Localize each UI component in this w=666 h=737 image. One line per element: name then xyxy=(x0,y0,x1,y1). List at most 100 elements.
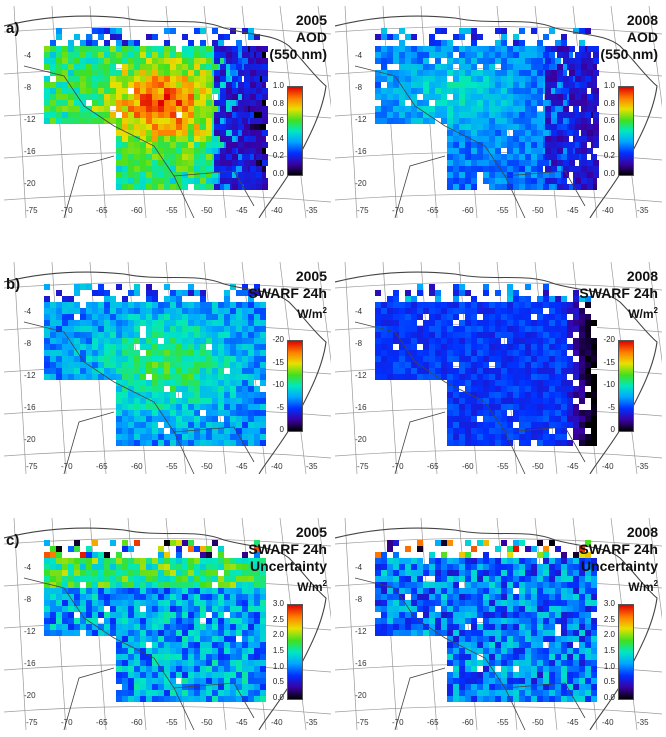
panel-title-line: 2005 xyxy=(269,12,327,29)
colorbar-tick-label: 1.0 xyxy=(603,661,615,671)
longitude-label: -70 xyxy=(61,462,73,471)
colorbar-tick-label: 2.0 xyxy=(272,630,284,640)
colorbar-tick-label: -20 xyxy=(272,335,284,344)
colorbar-tick-label: 2.5 xyxy=(603,614,615,624)
panel-title-text: 2005 xyxy=(295,524,327,540)
longitude-label: -35 xyxy=(637,718,649,727)
colorbar-tick-label: 0.6 xyxy=(272,116,284,126)
latitude-label: -4 xyxy=(355,563,363,572)
colorbar-tick-label: 1.0 xyxy=(272,81,284,90)
panel-title-text: W/m xyxy=(628,307,654,321)
panel-title-line: 2008 xyxy=(579,268,658,285)
colorbar-tick-label: 0.5 xyxy=(603,677,615,687)
map-canvas xyxy=(4,6,331,218)
latitude-label: -16 xyxy=(355,147,367,156)
longitude-label: -35 xyxy=(306,462,318,471)
colorbar-tick-label: -5 xyxy=(276,402,284,412)
colorbar-tick-label: 1.5 xyxy=(603,646,615,655)
colorbar-tick-label: 0.0 xyxy=(603,693,615,702)
longitude-label: -60 xyxy=(462,718,474,727)
colorbar-tick-label: -10 xyxy=(272,380,284,389)
map-panel-3-left: -75 -70 -65 -60 -55 -50 -45 -40 -35 -4 -8 -12 -16 -20… xyxy=(4,518,331,730)
panel-title-text: Uncertainty xyxy=(580,558,658,574)
longitude-label: -60 xyxy=(462,462,474,471)
longitude-label: -45 xyxy=(567,718,579,727)
panel-title-text: 2008 xyxy=(626,268,658,284)
colorbar xyxy=(287,340,303,432)
latitude-label: -4 xyxy=(355,51,363,60)
longitude-label: -60 xyxy=(131,462,143,471)
panel-title-text: (550 nm) xyxy=(600,46,658,62)
colorbar-tick-label: -20 xyxy=(603,335,615,344)
longitude-label: -70 xyxy=(61,206,73,215)
longitude-label: -55 xyxy=(166,206,178,215)
panel-title-line: Uncertainty xyxy=(579,558,658,575)
colorbar-tick-label: 2.0 xyxy=(603,630,615,640)
unit-superscript: 2 xyxy=(322,579,327,588)
panel-title-text: 2008 xyxy=(626,12,658,28)
map-canvas xyxy=(335,6,662,218)
latitude-label: -20 xyxy=(24,179,36,188)
latitude-label: -4 xyxy=(24,307,32,316)
panel-title-line: 2005 xyxy=(248,268,327,285)
longitude-label: -35 xyxy=(637,462,649,471)
longitude-label: -35 xyxy=(637,206,649,215)
colorbar-tick-label: 0.2 xyxy=(603,151,615,161)
panel-title-text: SWARF 24h xyxy=(579,285,658,301)
panel-title: 2005 AOD (550 nm) xyxy=(269,12,327,63)
map-panel-1-right: -75 -70 -65 -60 -55 -50 -45 -40 -35 -4 -8 -12 -16 -20… xyxy=(335,6,662,218)
latitude-label: -16 xyxy=(24,147,36,156)
longitude-label: -50 xyxy=(532,206,544,215)
latitude-label: -16 xyxy=(24,659,36,668)
panel-title-text: AOD xyxy=(626,29,658,45)
panel-title-line: SWARF 24h xyxy=(579,285,658,302)
country-borders xyxy=(23,321,255,474)
latitude-label: -20 xyxy=(24,435,36,444)
longitude-label: -75 xyxy=(26,718,38,727)
panel-title-text: SWARF 24h xyxy=(579,541,658,557)
panel-title-text: Uncertainty xyxy=(249,558,327,574)
panel-title-line: W/m2 xyxy=(248,575,327,596)
latitude-label: -12 xyxy=(24,371,36,380)
panel-title: 2008 AOD (550 nm) xyxy=(600,12,658,63)
latitude-label: -12 xyxy=(24,627,36,636)
longitude-label: -70 xyxy=(392,462,404,471)
panel-title: 2005 SWARF 24h W/m2 xyxy=(248,268,327,323)
latitude-label: -16 xyxy=(355,403,367,412)
longitude-label: -45 xyxy=(236,718,248,727)
panel-title-line: Uncertainty xyxy=(248,558,327,575)
longitude-label: -40 xyxy=(602,718,614,727)
data-cells xyxy=(375,540,597,702)
longitude-label: -50 xyxy=(532,462,544,471)
longitude-label: -40 xyxy=(271,462,283,471)
longitude-label: -60 xyxy=(131,718,143,727)
panel-title-line: W/m2 xyxy=(579,575,658,596)
colorbar-tick-label: 1.0 xyxy=(603,81,615,90)
longitude-label: -50 xyxy=(201,462,213,471)
latitude-label: -12 xyxy=(355,627,367,636)
panel-title-text: 2008 xyxy=(626,524,658,540)
longitude-label: -75 xyxy=(357,206,369,215)
panel-title-text: 2005 xyxy=(295,268,327,284)
latitude-label: -16 xyxy=(355,659,367,668)
latitude-label: -4 xyxy=(355,307,363,316)
unit-superscript: 2 xyxy=(322,306,327,315)
longitude-label: -70 xyxy=(61,718,73,727)
latitude-label: -20 xyxy=(355,435,367,444)
data-cells xyxy=(44,540,266,702)
latitude-label: -4 xyxy=(24,51,32,60)
colorbar-tick-label: 1.5 xyxy=(272,646,284,655)
latitude-label: -12 xyxy=(355,371,367,380)
longitude-label: -50 xyxy=(201,206,213,215)
latitude-label: -8 xyxy=(355,83,363,92)
map-panel-2-left: -75 -70 -65 -60 -55 -50 -45 -40 -35 -4 -8 -12 -16 -20… xyxy=(4,262,331,474)
colorbar-tick-label: 3.0 xyxy=(272,599,284,608)
map-panel-3-right: -75 -70 -65 -60 -55 -50 -45 -40 -35 -4 -8 -12 -16 -20… xyxy=(335,518,662,730)
longitude-label: -35 xyxy=(306,206,318,215)
colorbar-tick-label: 0.4 xyxy=(603,133,615,143)
unit-superscript: 2 xyxy=(653,579,658,588)
panel-title-text: W/m xyxy=(628,580,654,594)
map-canvas xyxy=(4,262,331,474)
colorbar-tick-label: -10 xyxy=(603,380,615,389)
panel-title-text: SWARF 24h xyxy=(248,541,327,557)
